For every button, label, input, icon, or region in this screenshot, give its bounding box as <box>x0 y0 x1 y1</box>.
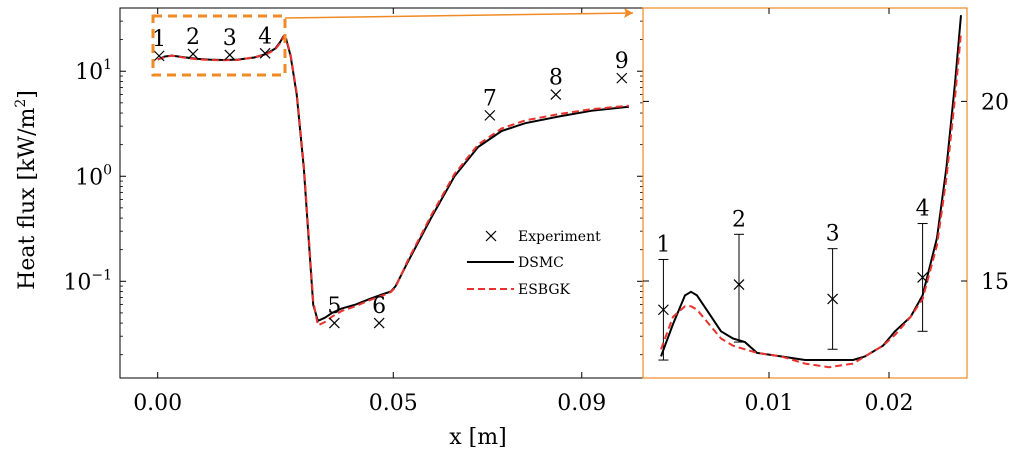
zoom-point-label-3: 3 <box>826 222 840 247</box>
main-experiment-point-6 <box>373 317 385 329</box>
zoom-point-label-2: 2 <box>732 207 746 232</box>
main-y-tick-label: 101 <box>75 57 112 85</box>
zoom-series-dsmc <box>660 15 962 361</box>
y-axis-label-sup: 2 <box>13 99 29 108</box>
main-experiment-point-4 <box>259 47 271 59</box>
zoom-x-tick-label: 0.01 <box>745 391 794 416</box>
legend-dsmc-label: DSMC <box>518 255 564 271</box>
zoom-plot-frame <box>642 7 968 379</box>
main-plot-frame <box>119 7 644 379</box>
zoom-region-box <box>151 14 287 77</box>
main-markers: 1 2 3 4 5 6 7 8 9 <box>152 24 629 329</box>
main-experiment-point-9 <box>616 72 628 84</box>
legend: Experiment DSMC ESBGK <box>467 229 601 298</box>
main-experiment-point-8 <box>550 89 562 100</box>
main-experiment-point-2 <box>187 48 199 60</box>
main-y-tick-label: 100 <box>75 162 112 190</box>
zoom-y-tick-label: 20 <box>981 90 1009 115</box>
zoom-x-tick-label: 0.02 <box>865 391 914 416</box>
zoom-point-label-1: 1 <box>656 232 670 257</box>
zoom-y-tick-label: 15 <box>981 270 1009 295</box>
zoom-experiment-point-3 <box>827 293 839 305</box>
main-experiment-point-5 <box>328 317 340 329</box>
main-series-esbgk <box>157 36 629 327</box>
zoom-markers: 1 2 3 4 <box>656 197 930 316</box>
zoom-experiment-point-4 <box>917 271 929 283</box>
legend-experiment-marker <box>485 230 497 242</box>
main-point-label-5: 5 <box>327 294 341 319</box>
y-axis-label-end: ] <box>15 90 40 99</box>
legend-experiment-label: Experiment <box>518 229 601 245</box>
main-point-label-7: 7 <box>483 86 497 111</box>
main-x-tick-label: 0.05 <box>369 391 418 416</box>
x-axis-label: x [m] <box>449 425 506 450</box>
legend-esbgk-label: ESBGK <box>518 282 571 298</box>
main-experiment-point-3 <box>224 49 236 61</box>
main-point-label-3: 3 <box>223 26 237 51</box>
main-y-tick-label: 10−1 <box>63 267 112 295</box>
main-point-label-6: 6 <box>372 294 386 319</box>
main-experiment-point-7 <box>484 109 496 121</box>
main-x-tick-label: 0.09 <box>557 391 606 416</box>
zoom-series-esbgk <box>660 33 962 369</box>
main-x-tick-label: 0.00 <box>133 391 182 416</box>
main-ticks: 0.00 0.05 0.09 10−1 100 101 <box>63 7 643 416</box>
zoom-connector-line <box>284 12 634 19</box>
main-experiment-point-1 <box>153 50 165 62</box>
zoom-lines <box>660 15 962 369</box>
main-point-label-9: 9 <box>615 49 629 74</box>
zoom-connector-arrowhead <box>624 8 633 18</box>
main-point-label-2: 2 <box>186 25 200 50</box>
y-axis-label: Heat flux [kW/m2] <box>13 90 40 290</box>
main-point-label-1: 1 <box>152 27 166 52</box>
main-point-label-8: 8 <box>549 66 563 91</box>
zoom-experiment-point-2 <box>733 279 745 291</box>
main-lines <box>157 35 630 327</box>
main-point-label-4: 4 <box>258 24 272 49</box>
zoom-point-label-4: 4 <box>916 197 930 222</box>
zoom-experiment-point-1 <box>657 304 669 316</box>
zoom-panel: 0.01 0.02 15 20 1 2 3 4 <box>642 7 1009 416</box>
zoom-errorbars <box>658 223 928 361</box>
zoom-ticks: 0.01 0.02 15 20 <box>643 8 1009 416</box>
y-axis-label-main: Heat flux [kW/m <box>15 108 40 290</box>
